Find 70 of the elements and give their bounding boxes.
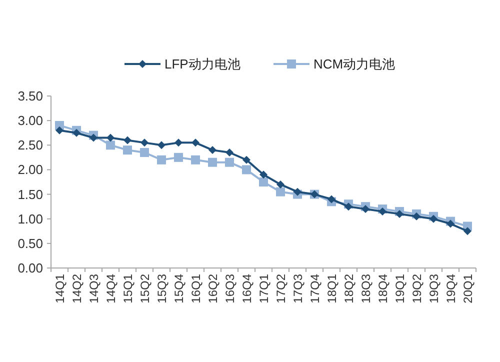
y-tick-label: 0.00 — [18, 260, 43, 276]
point — [412, 212, 420, 220]
y-tick-label: 2.00 — [18, 162, 43, 178]
x-tick-label: 17Q3 — [291, 274, 305, 304]
point — [72, 128, 80, 137]
point — [430, 214, 438, 223]
x-tick-label: 15Q2 — [138, 274, 152, 304]
x-tick-label: 15Q3 — [155, 274, 169, 304]
y-tick-label: 3.00 — [18, 113, 43, 128]
legend-label: LFP动力电池 — [164, 56, 240, 72]
point — [192, 138, 200, 147]
x-tick-label: 15Q4 — [172, 274, 186, 304]
x-tick-label: 19Q3 — [427, 274, 441, 304]
point — [446, 220, 454, 228]
x-tick-label: 17Q4 — [308, 274, 322, 304]
point — [242, 156, 250, 164]
x-tick-label: 14Q3 — [87, 274, 101, 304]
point — [226, 148, 234, 157]
point — [294, 188, 302, 196]
point — [225, 158, 234, 167]
point — [362, 205, 370, 214]
point — [140, 148, 149, 158]
point — [90, 134, 98, 142]
x-tick-label: 19Q4 — [444, 274, 458, 304]
point — [140, 138, 148, 147]
point — [260, 170, 268, 179]
y-tick-label: 1.50 — [18, 186, 43, 202]
x-tick-label: 14Q2 — [70, 274, 84, 304]
point — [158, 141, 166, 150]
point — [208, 158, 217, 167]
point — [242, 165, 251, 174]
point — [328, 195, 336, 204]
x-tick-label: 19Q2 — [410, 274, 424, 304]
x-tick-label: 14Q4 — [104, 274, 118, 304]
x-tick-label: 15Q1 — [121, 274, 135, 304]
point — [157, 155, 166, 164]
x-tick-label: 16Q4 — [240, 274, 254, 304]
y-tick-label: 2.50 — [18, 138, 43, 153]
point — [106, 140, 115, 150]
point — [174, 138, 182, 147]
x-tick-label: 18Q2 — [342, 274, 356, 304]
x-tick-label: 16Q3 — [223, 274, 237, 304]
x-tick-label: 16Q1 — [189, 274, 203, 304]
point — [276, 187, 285, 196]
x-tick-label: 19Q1 — [393, 274, 407, 304]
x-tick-label: 17Q1 — [257, 274, 271, 304]
x-tick-label: 20Q1 — [461, 274, 475, 304]
point — [276, 180, 284, 188]
point — [124, 136, 132, 144]
point — [464, 227, 472, 236]
point — [123, 146, 132, 155]
point — [106, 134, 114, 142]
point — [174, 152, 183, 162]
x-tick-label: 18Q1 — [325, 274, 339, 304]
legend-label: NCM动力电池 — [314, 56, 396, 72]
point — [208, 146, 216, 154]
x-tick-label: 16Q2 — [206, 274, 220, 304]
point — [259, 178, 268, 186]
y-tick-label: 3.50 — [18, 88, 43, 104]
x-tick-label: 18Q4 — [376, 274, 390, 304]
point — [56, 126, 64, 134]
x-tick-label: 18Q3 — [359, 274, 373, 304]
point — [191, 155, 200, 164]
y-tick-label: 1.00 — [18, 211, 43, 226]
point — [378, 207, 386, 216]
point — [344, 202, 352, 211]
x-tick-label: 14Q1 — [53, 274, 67, 304]
y-tick-label: 0.50 — [18, 236, 43, 251]
x-tick-label: 17Q2 — [274, 274, 288, 304]
point — [396, 210, 404, 218]
